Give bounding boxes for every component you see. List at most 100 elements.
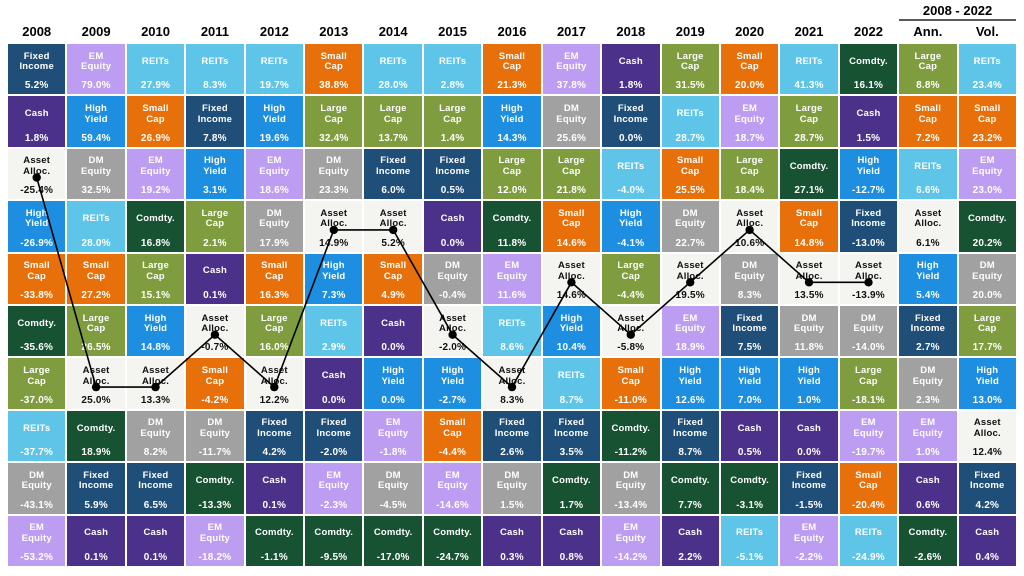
return-value: 3.1% [203,185,227,197]
year-label-2018: 2018 [616,24,646,39]
asset-name: Fixed Income [19,50,54,73]
asset-name: REITs [795,55,823,67]
return-cell: Comdty. -17.0% [364,515,422,566]
return-cell: Fixed Income 4.2% [958,463,1016,514]
asset-name: Cash [737,422,762,434]
asset-name: Small Cap [617,364,644,387]
asset-name: Fixed Income [791,469,827,492]
year-label-2021: 2021 [794,24,824,39]
return-value: 28.0% [81,237,111,249]
asset-name: Asset Alloc. [617,312,645,335]
asset-name: High Yield [381,364,405,387]
asset-name: High Yield [856,155,881,177]
year-label-2009: 2009 [81,24,111,39]
asset-name: Comdty. [433,527,472,539]
return-cell: Cash 0.0% [780,410,838,462]
asset-name: EM Equity [437,469,468,492]
asset-name: EM Equity [972,155,1003,177]
asset-name: Fixed Income [197,102,233,125]
return-value: 13.0% [972,394,1002,406]
return-value: 0.1% [84,552,108,563]
return-cell: Cash 1.5% [839,96,898,147]
return-cell: REITs 2.8% [423,44,482,95]
return-cell: EM Equity 11.6% [483,253,541,304]
return-value: -13.9% [852,290,885,301]
return-value: 27.9% [140,80,171,92]
asset-name: Asset Alloc. [439,312,467,335]
asset-name: Comdty. [670,475,710,487]
return-cell: Comdty. 1.7% [542,463,601,514]
return-cell: Fixed Income 2.7% [899,306,957,357]
asset-name: Fixed Income [375,155,411,177]
return-cell: Asset Alloc. 12.2% [245,358,304,409]
asset-name: Cash [321,370,346,382]
return-value: -35.6% [20,342,54,354]
return-value: 28.7% [794,132,824,144]
asset-name: Asset Alloc. [736,207,764,230]
return-value: -2.2% [795,552,823,563]
return-value: 7.0% [737,394,762,406]
year-label-2017: 2017 [556,24,586,39]
asset-name: Fixed Income [435,155,470,177]
asset-name: Small Cap [142,102,169,125]
return-value: 0.0% [619,132,643,144]
asset-name: Large Cap [439,102,467,125]
asset-name: DM Equity [80,155,112,177]
asset-name: Small Cap [82,260,110,282]
return-value: -4.4% [439,447,467,459]
return-cell: High Yield 12.6% [661,358,719,409]
asset-name: Asset Alloc. [854,260,882,282]
return-value: 6.6% [916,185,940,197]
return-cell: Cash 0.0% [423,201,482,252]
return-value: 17.9% [259,237,290,249]
return-value: 12.2% [259,394,290,406]
year-label-2016: 2016 [497,24,527,39]
return-cell: Small Cap -4.4% [423,410,482,462]
return-cell: Cash 0.5% [720,410,779,462]
return-cell: Large Cap 13.7% [364,96,422,147]
return-cell: High Yield -4.1% [602,201,660,252]
return-value: 59.4% [81,132,111,144]
return-cell: Cash 0.1% [67,515,125,566]
return-value: 8.3% [737,290,762,301]
asset-name: Large Cap [914,50,942,73]
return-cell: REITs 19.7% [245,44,304,95]
return-value: 8.7% [678,447,703,459]
return-value: 4.2% [975,499,1000,511]
return-value: 14.8% [794,237,824,249]
asset-name: DM Equity [675,207,706,230]
return-value: 26.5% [81,342,111,354]
return-value: -25.4% [20,185,54,197]
return-cell: EM Equity -14.2% [602,515,660,566]
return-value: 13.3% [140,394,171,406]
return-value: -4.0% [617,185,645,197]
return-cell: Cash 0.0% [305,358,363,409]
return-value: 41.3% [794,80,824,92]
return-value: 0.4% [975,552,1000,563]
return-cell: Cash 0.1% [245,463,304,514]
return-cell: Large Cap 26.5% [67,306,125,357]
return-cell: REITs 23.4% [958,44,1016,95]
return-cell: Asset Alloc. -0.7% [186,306,244,357]
return-cell: High Yield 1.0% [780,358,838,409]
return-value: -2.3% [320,499,348,511]
return-cell: Comdty. -13.3% [186,463,244,514]
return-value: 23.2% [972,132,1002,144]
return-value: 18.6% [259,185,290,197]
return-value: 8.6% [500,342,524,354]
return-cell: Comdty. 16.1% [839,44,898,95]
asset-name: EM Equity [853,417,884,439]
return-value: 1.7% [559,499,584,511]
return-cell: High Yield 14.3% [483,96,541,147]
asset-name: Large Cap [557,155,585,177]
year-label-vol: Vol. [975,24,999,39]
asset-name: EM Equity [615,522,646,544]
return-cell: Large Cap 2.1% [186,201,244,252]
return-cell: EM Equity -53.2% [8,515,66,566]
asset-name: Comdty. [611,422,651,434]
return-value: 1.0% [916,447,940,459]
asset-name: Large Cap [260,312,288,335]
asset-name: Cash [915,475,940,487]
asset-name: EM Equity [793,522,825,544]
return-value: 0.5% [737,447,762,459]
